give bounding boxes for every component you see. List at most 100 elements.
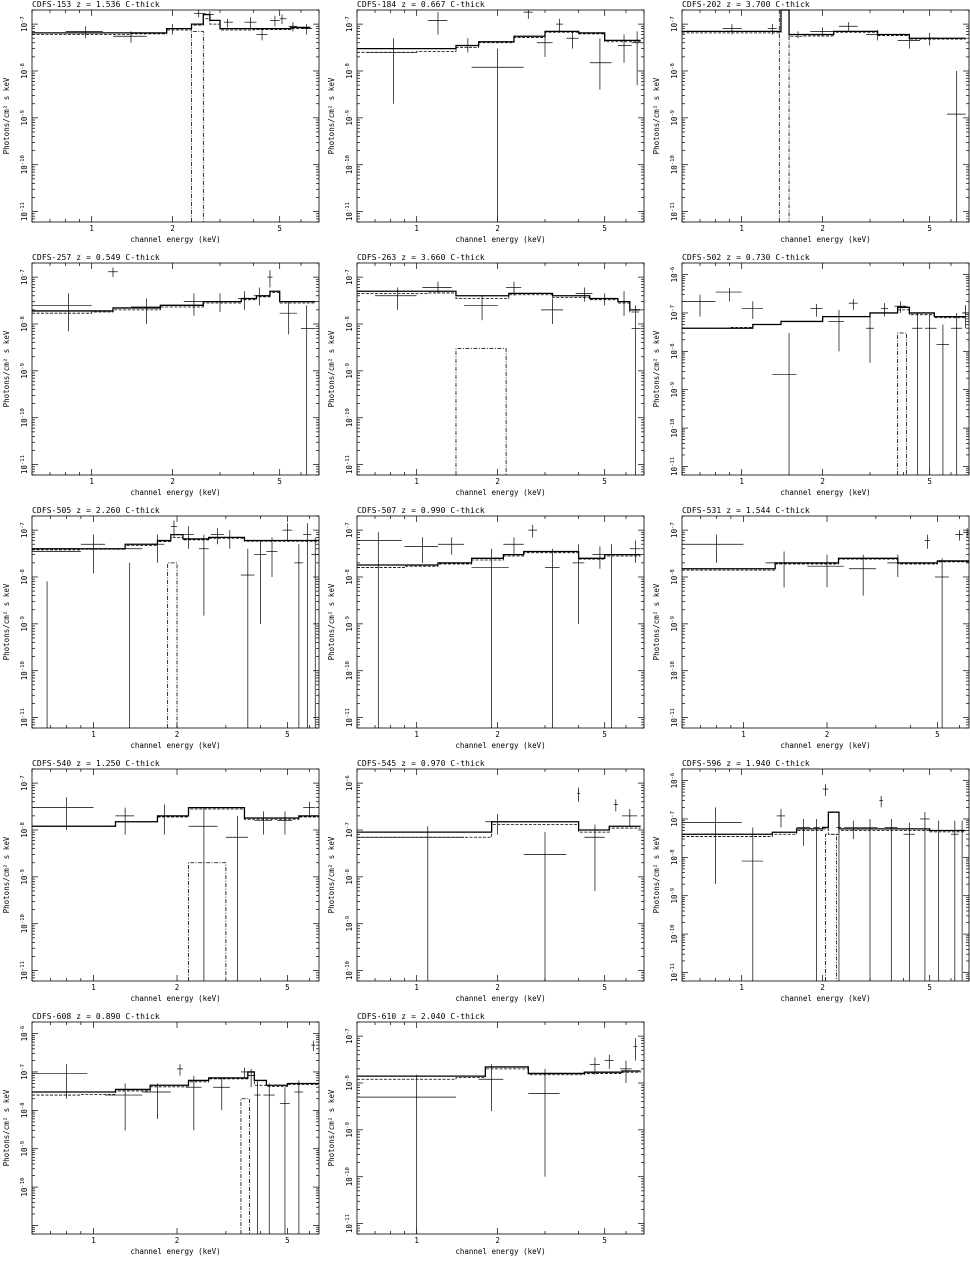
data-point xyxy=(879,795,883,808)
data-point xyxy=(866,29,889,41)
plot-frame xyxy=(356,768,645,982)
panel-title: CDFS-610 z = 2.040 C-thick xyxy=(357,1012,485,1021)
svg-text:10-10: 10-10 xyxy=(670,419,679,438)
data-point xyxy=(150,534,165,563)
data-point xyxy=(772,333,797,475)
spectrum-plot: 1 2 5 10-7 10-8 10-9 10-10 10-11 channel energy … xyxy=(327,9,645,244)
data-point xyxy=(279,14,287,25)
svg-text:Photons/cm² s keV: Photons/cm² s keV xyxy=(327,583,336,660)
x-tick-label: 2 xyxy=(495,983,500,992)
data-point xyxy=(903,822,915,981)
data-point xyxy=(545,548,560,728)
y-tick-label: 10-8 xyxy=(670,63,679,79)
x-tick-label: 2 xyxy=(825,730,830,739)
y-axis-label: Photons/cm² s keV xyxy=(2,1089,11,1166)
y-tick-label: 10-11 xyxy=(20,455,29,474)
y-tick-label: 10-7 xyxy=(20,16,29,32)
svg-text:Photons/cm² s keV: Photons/cm² s keV xyxy=(327,1089,336,1166)
y-tick-label: 10-8 xyxy=(20,316,29,332)
data-point xyxy=(848,554,876,596)
data-point xyxy=(303,523,312,728)
data-point xyxy=(32,293,92,332)
y-tick-label: 10-10 xyxy=(20,408,29,427)
spectrum-panel: CDFS-531 z = 1.544 C-thick 1 2 5 10-7 10-8 10-… xyxy=(650,506,970,758)
x-tick-label: 5 xyxy=(602,983,607,992)
spectrum-panel: CDFS-502 z = 0.730 C-thick 1 2 5 10-6 10-7 10-… xyxy=(650,253,970,505)
y-tick-label: 10-11 xyxy=(20,708,29,727)
svg-text:10-11: 10-11 xyxy=(20,961,29,980)
x-axis-label: channel energy (keV) xyxy=(130,235,220,244)
svg-text:10-7: 10-7 xyxy=(345,269,354,285)
data-point xyxy=(950,820,959,981)
plot-frame xyxy=(31,9,320,223)
y-tick-label: 10-9 xyxy=(670,616,679,632)
y-axis-label: Photons/cm² s keV xyxy=(327,836,336,913)
x-tick-label: 1 xyxy=(414,224,419,233)
x-tick-label: 2 xyxy=(495,1236,500,1245)
svg-text:10-7: 10-7 xyxy=(345,1028,354,1044)
x-tick-label: 5 xyxy=(602,1236,607,1245)
x-tick-label: 2 xyxy=(170,477,175,486)
y-tick-label: 10-8 xyxy=(345,316,354,332)
y-tick-label: 10-7 xyxy=(670,16,679,32)
x-tick-label: 2 xyxy=(820,477,825,486)
y-tick-label: 10-11 xyxy=(670,708,679,727)
y-axis-label: Photons/cm² s keV xyxy=(327,583,336,660)
y-tick-label: 10-7 xyxy=(345,16,354,32)
line-component xyxy=(240,1098,250,1234)
y-tick-label: 10-8 xyxy=(20,63,29,79)
y-tick-label: 10-8 xyxy=(670,849,679,865)
svg-text:10-10: 10-10 xyxy=(20,914,29,933)
model-total xyxy=(32,806,319,827)
y-tick-label: 10-9 xyxy=(670,382,679,398)
svg-text:10-10: 10-10 xyxy=(345,661,354,680)
y-axis-label: Photons/cm² s keV xyxy=(652,583,661,660)
y-tick-label: 10-6 xyxy=(670,267,679,283)
spectrum-plot: 1 2 5 10-7 10-8 10-9 10-10 10-11 channel energy … xyxy=(2,262,320,497)
spectrum-plot: 1 2 5 10-7 10-8 10-9 10-10 10-11 channel energy … xyxy=(327,515,645,750)
spectrum-plot: 1 2 5 10-7 10-8 10-9 10-10 10-11 channel energy … xyxy=(652,9,970,244)
data-point xyxy=(589,38,612,90)
svg-text:Photons/cm² s keV: Photons/cm² s keV xyxy=(2,836,11,913)
x-tick-label: 5 xyxy=(927,224,932,233)
data-point xyxy=(422,281,452,294)
y-tick-label: 10-7 xyxy=(20,775,29,791)
data-point xyxy=(866,314,874,363)
line-component xyxy=(455,348,507,475)
data-point xyxy=(193,10,206,18)
panel-title: CDFS-540 z = 1.250 C-thick xyxy=(32,759,160,768)
plot-frame xyxy=(681,262,970,476)
svg-text:10-11: 10-11 xyxy=(670,457,679,476)
y-axis-label: Photons/cm² s keV xyxy=(327,330,336,407)
line-component xyxy=(191,30,204,222)
x-tick-label: 1 xyxy=(414,730,419,739)
svg-text:10-8: 10-8 xyxy=(20,63,29,79)
x-axis-label: channel energy (keV) xyxy=(455,741,545,750)
y-tick-label: 10-10 xyxy=(20,155,29,174)
model-component xyxy=(357,824,641,838)
x-axis-label: channel energy (keV) xyxy=(130,994,220,1003)
panel-title: CDFS-502 z = 0.730 C-thick xyxy=(682,253,810,262)
data-point xyxy=(919,812,930,981)
plot-frame xyxy=(356,1021,645,1235)
data-point xyxy=(253,287,265,306)
spectrum-plot: 1 2 5 10-6 10-7 10-8 10-9 10-10 channel energy (… xyxy=(2,1021,320,1256)
svg-text:10-8: 10-8 xyxy=(345,63,354,79)
data-point xyxy=(843,820,862,840)
svg-text:10-7: 10-7 xyxy=(20,16,29,32)
data-point xyxy=(960,820,966,981)
svg-text:10-11: 10-11 xyxy=(345,1214,354,1233)
plot-frame xyxy=(31,515,320,729)
model-total xyxy=(32,1071,319,1093)
spectrum-plot: 1 2 5 10-7 10-8 10-9 10-10 10-11 channel energy … xyxy=(652,515,970,750)
svg-text:10-8: 10-8 xyxy=(670,569,679,585)
x-axis-label: channel energy (keV) xyxy=(455,1247,545,1256)
plot-frame xyxy=(681,515,970,729)
data-point xyxy=(682,294,716,317)
data-point xyxy=(205,11,215,19)
y-tick-label: 10-11 xyxy=(345,202,354,221)
spectrum-panel: CDFS-184 z = 0.667 C-thick 1 2 5 10-7 10-8 10-… xyxy=(325,0,648,252)
data-point xyxy=(523,10,533,19)
svg-text:10-10: 10-10 xyxy=(20,661,29,680)
plot-frame xyxy=(31,1021,320,1235)
